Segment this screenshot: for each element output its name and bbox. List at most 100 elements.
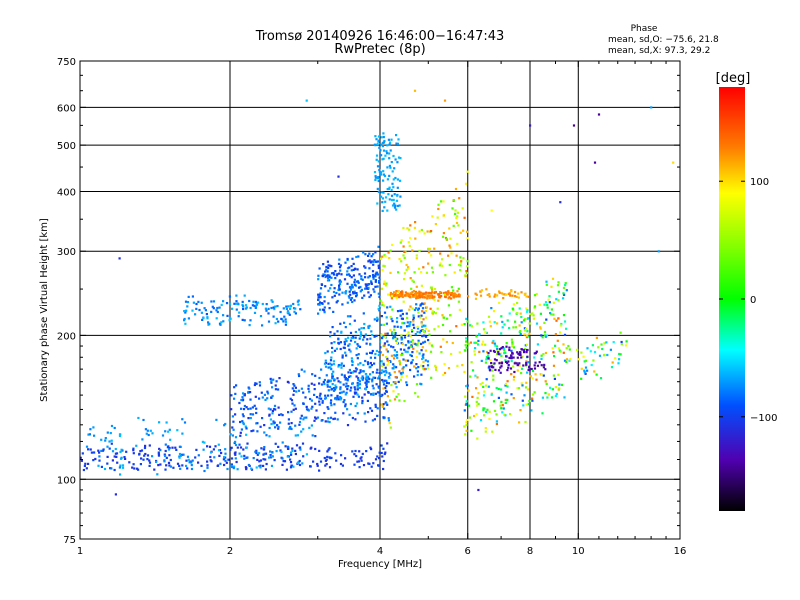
data-point: [405, 263, 408, 267]
data-point: [412, 323, 415, 326]
data-point: [247, 463, 250, 467]
data-point: [488, 410, 491, 413]
data-point: [386, 144, 389, 147]
data-point: [295, 444, 299, 447]
data-point: [342, 346, 345, 349]
data-point: [157, 464, 160, 467]
data-point: [524, 292, 527, 295]
data-point: [357, 281, 360, 284]
data-point: [367, 380, 370, 383]
data-point: [135, 444, 138, 447]
x-tick-label: 4: [377, 546, 383, 557]
data-point: [317, 293, 320, 296]
data-point: [381, 209, 384, 212]
data-point: [337, 175, 340, 178]
data-point: [376, 391, 380, 394]
data-point: [485, 410, 488, 413]
data-point: [589, 350, 592, 353]
data-point: [281, 414, 284, 417]
data-point: [385, 371, 388, 374]
data-point: [184, 322, 187, 325]
data-point: [321, 399, 324, 403]
data-point: [427, 329, 430, 332]
data-point: [482, 407, 485, 410]
data-point: [270, 422, 273, 426]
data-point: [540, 364, 543, 367]
data-point: [525, 336, 528, 339]
data-point: [358, 450, 361, 453]
data-point: [494, 368, 497, 371]
data-point: [456, 215, 459, 218]
data-point: [386, 364, 389, 367]
data-point: [339, 388, 342, 391]
data-point: [546, 303, 549, 307]
data-point: [118, 257, 121, 260]
data-point: [480, 359, 483, 362]
data-point: [424, 324, 427, 327]
data-point: [383, 452, 386, 456]
data-point: [324, 285, 327, 288]
data-point: [333, 417, 336, 420]
data-point: [386, 178, 389, 181]
data-point: [255, 422, 258, 425]
data-point: [465, 424, 468, 427]
data-point: [403, 278, 406, 281]
data-point: [143, 446, 147, 450]
data-point: [145, 432, 148, 435]
data-point: [190, 461, 193, 464]
data-point: [354, 418, 357, 421]
data-point: [401, 312, 404, 316]
data-point: [432, 297, 435, 300]
data-point: [380, 403, 383, 406]
data-point: [420, 373, 423, 376]
data-point: [421, 354, 424, 358]
data-point: [525, 334, 529, 337]
data-point: [497, 396, 500, 399]
data-point: [394, 382, 397, 385]
data-point: [412, 347, 415, 350]
data-point: [448, 244, 451, 247]
data-point: [546, 306, 549, 309]
data-point: [258, 381, 261, 384]
data-point: [543, 330, 547, 334]
data-point: [286, 380, 289, 383]
data-point: [316, 464, 319, 467]
data-point: [400, 336, 403, 339]
data-point: [309, 397, 312, 401]
data-point: [216, 464, 219, 467]
data-point: [423, 311, 426, 314]
data-point: [590, 363, 593, 367]
data-point: [412, 316, 415, 319]
data-point: [353, 370, 356, 373]
data-point: [403, 256, 406, 259]
data-point: [545, 334, 549, 337]
data-point: [328, 276, 331, 279]
data-point: [367, 291, 370, 294]
data-point: [425, 271, 428, 274]
data-point: [240, 428, 243, 431]
data-point: [334, 270, 337, 273]
data-point: [325, 268, 328, 271]
data-point: [120, 457, 123, 460]
data-point: [390, 295, 394, 298]
data-point: [346, 273, 349, 276]
data-point: [349, 339, 353, 342]
data-point: [490, 307, 493, 310]
data-point: [329, 366, 332, 369]
data-point: [446, 317, 449, 320]
data-point: [232, 420, 235, 423]
data-point: [512, 303, 515, 306]
data-point: [504, 359, 507, 362]
data-point: [393, 357, 396, 360]
data-point: [183, 310, 186, 313]
data-point: [201, 318, 204, 321]
data-point: [106, 445, 109, 448]
data-point: [433, 298, 436, 301]
data-point: [330, 368, 333, 371]
data-point: [471, 395, 474, 398]
data-point: [267, 407, 270, 410]
data-point: [478, 332, 481, 336]
data-point: [289, 397, 292, 400]
data-point: [393, 291, 396, 294]
data-point: [371, 270, 375, 273]
